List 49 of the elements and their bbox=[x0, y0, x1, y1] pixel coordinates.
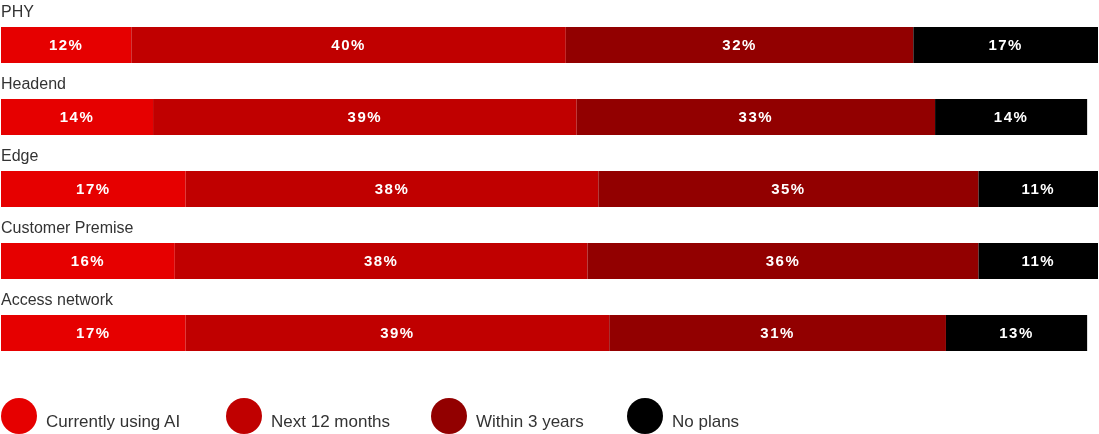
bar bbox=[913, 27, 1098, 63]
data-label: 32% bbox=[722, 36, 757, 53]
data-label: 13% bbox=[999, 324, 1034, 341]
y-tick-label: Edge bbox=[1, 147, 39, 164]
bar bbox=[978, 243, 1098, 279]
data-label: 31% bbox=[760, 324, 795, 341]
data-label: 17% bbox=[76, 180, 111, 197]
bar bbox=[1, 171, 186, 207]
bar bbox=[131, 27, 566, 63]
data-label: 39% bbox=[347, 108, 383, 125]
bar bbox=[1, 27, 132, 63]
legend-label: Within 3 years bbox=[476, 412, 584, 431]
bar bbox=[174, 243, 588, 279]
data-label: 38% bbox=[374, 180, 410, 197]
bar bbox=[609, 315, 946, 351]
bar bbox=[1, 243, 175, 279]
bar bbox=[1, 315, 186, 351]
data-label: 11% bbox=[1021, 180, 1056, 197]
data-label: 40% bbox=[331, 36, 366, 53]
bar bbox=[598, 171, 979, 207]
bar bbox=[935, 99, 1088, 135]
data-label: 38% bbox=[363, 252, 399, 269]
y-tick-label: PHY bbox=[1, 3, 35, 20]
bar bbox=[587, 243, 979, 279]
bar bbox=[185, 171, 599, 207]
data-label: 35% bbox=[771, 180, 806, 197]
bar bbox=[978, 171, 1098, 207]
data-label: 14% bbox=[59, 108, 95, 125]
bar bbox=[565, 27, 914, 63]
data-label: 14% bbox=[993, 108, 1029, 125]
bar bbox=[153, 99, 577, 135]
bar bbox=[945, 315, 1088, 351]
data-label: 39% bbox=[380, 324, 415, 341]
legend-label: Currently using AI bbox=[46, 412, 181, 431]
data-label: 17% bbox=[76, 324, 111, 341]
y-tick-label: Headend bbox=[1, 75, 66, 92]
y-tick-label: Customer Premise bbox=[1, 219, 134, 236]
bar bbox=[185, 315, 610, 351]
data-label: 12% bbox=[48, 36, 84, 53]
legend-label: Next 12 months bbox=[271, 412, 391, 431]
bar bbox=[1, 99, 154, 135]
data-label: 36% bbox=[765, 252, 801, 269]
legend-label: No plans bbox=[672, 412, 740, 431]
data-label: 17% bbox=[988, 36, 1023, 53]
data-label: 16% bbox=[70, 252, 106, 269]
data-label: 33% bbox=[738, 108, 774, 125]
data-label: 11% bbox=[1021, 252, 1056, 269]
bar bbox=[576, 99, 936, 135]
y-tick-label: Access network bbox=[1, 291, 115, 308]
